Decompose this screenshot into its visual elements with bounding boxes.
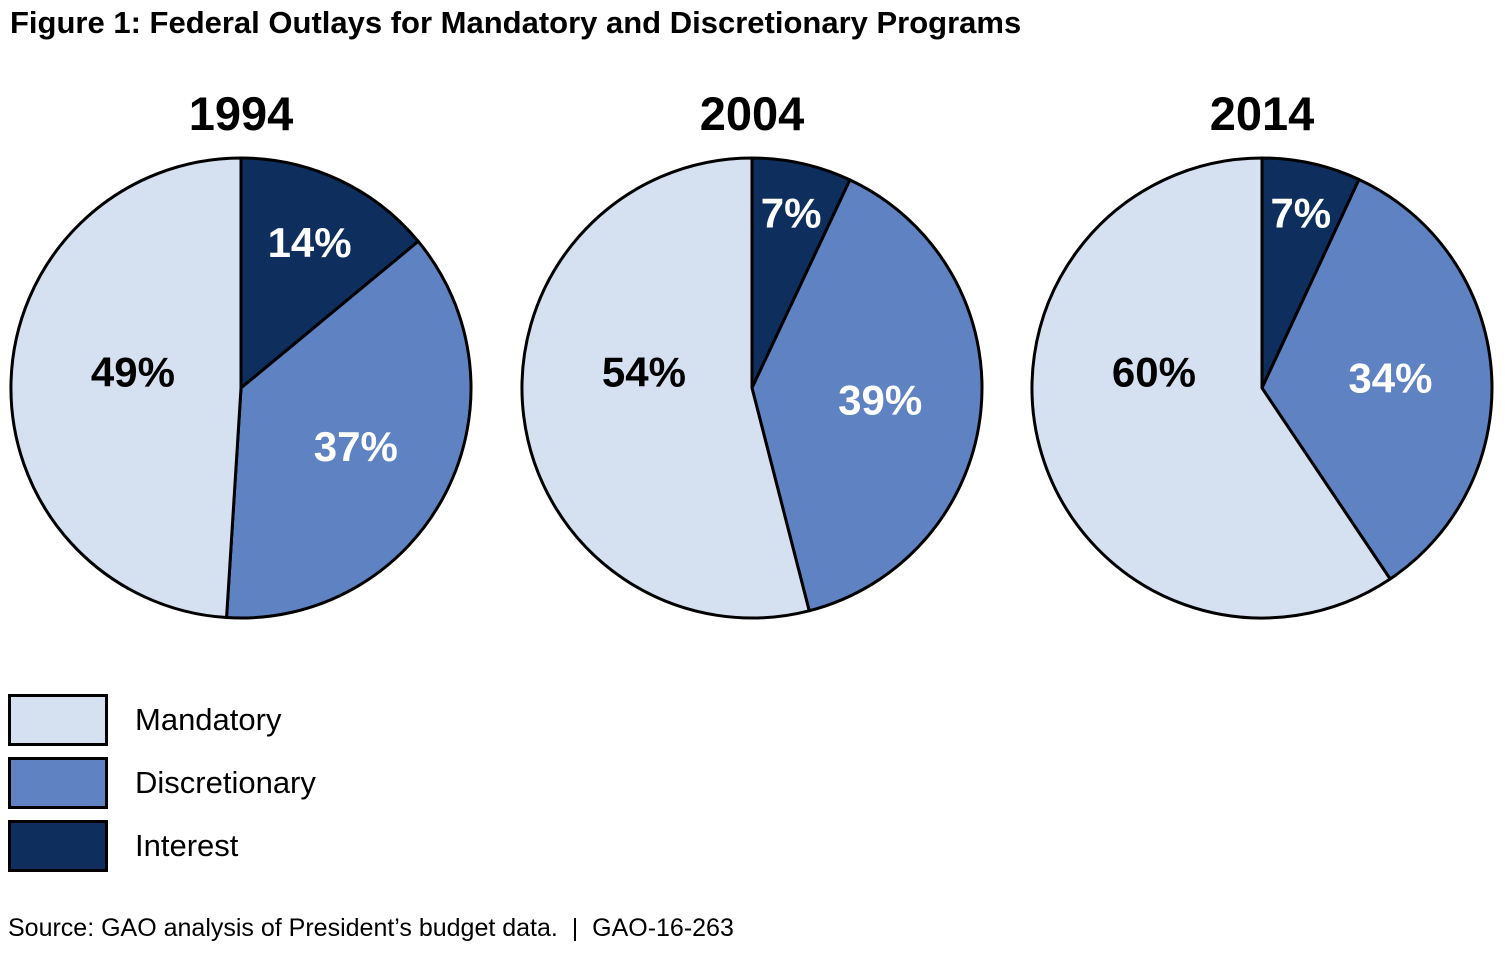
legend-row-interest: Interest — [8, 820, 316, 872]
pie-value-label-1994-discretionary: 37% — [314, 423, 398, 470]
pie-chart-1994: 14% 37% 49% — [9, 156, 473, 620]
legend-swatch-discretionary — [8, 757, 108, 809]
legend-swatch-interest — [8, 820, 108, 872]
legend-swatch-mandatory — [8, 694, 108, 746]
pie-slice-2014-discretionary — [1260, 177, 1494, 581]
pie-value-label-2004-interest: 7% — [761, 189, 822, 236]
legend-label-discretionary: Discretionary — [135, 765, 316, 800]
pie-value-label-2014-discretionary: 34% — [1348, 355, 1432, 402]
legend: Mandatory Discretionary Interest — [8, 694, 316, 883]
pie-chart-2004: 7% 39% 54% — [520, 156, 984, 620]
figure-title: Figure 1: Federal Outlays for Mandatory … — [10, 5, 1022, 40]
pie-slice-1994-mandatory — [9, 156, 243, 620]
legend-row-discretionary: Discretionary — [8, 757, 316, 809]
pie-slice-2004-discretionary — [750, 178, 984, 613]
pie-slice-1994-discretionary — [225, 239, 473, 620]
pie-year-label-2004: 2004 — [699, 87, 805, 140]
legend-label-interest: Interest — [135, 828, 239, 863]
pie-value-label-2014-interest: 7% — [1270, 189, 1331, 236]
pie-value-label-2004-discretionary: 39% — [838, 377, 922, 424]
pie-value-label-2004-mandatory: 54% — [602, 348, 686, 395]
legend-row-mandatory: Mandatory — [8, 694, 316, 746]
pie-value-label-1994-mandatory: 49% — [91, 348, 175, 395]
pie-slice-2004-mandatory — [520, 156, 811, 620]
pie-value-label-2014-mandatory: 60% — [1112, 348, 1196, 395]
pie-value-label-1994-interest: 14% — [268, 219, 352, 266]
legend-label-mandatory: Mandatory — [135, 702, 282, 737]
source-line: Source: GAO analysis of President’s budg… — [8, 914, 734, 942]
pie-slice-1994-interest — [239, 156, 420, 390]
pie-chart-2014: 7% 34% 60% — [1030, 156, 1494, 620]
pie-slice-2014-mandatory — [1030, 156, 1392, 620]
pie-year-label-2014: 2014 — [1209, 87, 1315, 140]
pie-year-label-1994: 1994 — [188, 87, 294, 140]
pie-slice-2004-interest — [750, 156, 852, 390]
